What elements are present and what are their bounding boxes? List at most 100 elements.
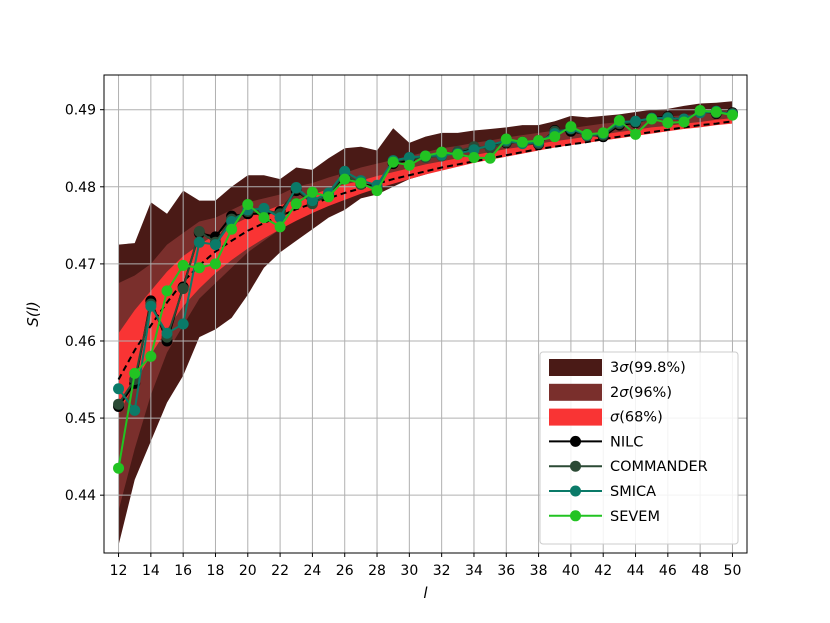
series-sevem-point <box>274 221 286 233</box>
legend: 3σ(99.8%) 2σ(96%) σ(68%) NILC COMMANDER SMICA… <box>539 351 739 545</box>
series-sevem-point <box>371 185 383 197</box>
y-tick-label: 0.44 <box>65 488 96 504</box>
series-sevem-point <box>597 127 609 139</box>
series-smica-point <box>468 144 480 156</box>
series-smica-point <box>484 139 496 151</box>
legend-label-smica: SMICA <box>610 484 656 500</box>
x-tick-label: 36 <box>497 563 515 579</box>
series-smica-point <box>129 404 141 416</box>
legend-label-sevem: SEVEM <box>610 509 660 525</box>
y-axis-ticks: 0.44 0.45 0.46 0.47 0.48 0.49 <box>65 103 104 504</box>
series-sevem-point <box>226 223 238 235</box>
series-sevem-point <box>161 285 173 297</box>
series-sevem-point <box>678 116 690 128</box>
series-smica-point <box>630 115 642 127</box>
series-sevem-point <box>387 156 399 168</box>
x-tick-label: 42 <box>594 563 612 579</box>
series-commander-point <box>177 283 189 295</box>
series-smica-point <box>258 202 270 214</box>
legend-marker-sevem <box>570 510 581 522</box>
x-tick-label: 28 <box>368 563 386 579</box>
legend-marker-commander <box>570 460 581 472</box>
series-sevem-point <box>420 150 431 162</box>
series-smica-point <box>274 212 286 224</box>
x-tick-label: 48 <box>691 563 709 579</box>
series-sevem-point <box>193 262 205 274</box>
series-commander-point <box>113 398 125 410</box>
legend-label-band-3: σ(68%) <box>610 410 663 426</box>
series-sevem-point <box>452 148 464 160</box>
series-sevem-point <box>323 191 335 203</box>
x-tick-label: 44 <box>627 563 645 579</box>
series-sevem-point <box>177 259 189 271</box>
legend-label-nilc: NILC <box>610 434 643 450</box>
legend-swatch-band-3 <box>549 408 602 426</box>
series-sevem-point <box>145 350 157 362</box>
legend-label-commander: COMMANDER <box>610 459 708 475</box>
x-tick-label: 22 <box>271 563 289 579</box>
series-sevem-point <box>613 114 625 126</box>
x-tick-label: 18 <box>207 563 225 579</box>
legend-marker-nilc <box>570 435 581 447</box>
series-sevem-point <box>710 106 722 118</box>
series-sevem-point <box>500 133 512 145</box>
series-sevem-point <box>129 367 141 379</box>
x-axis-ticks: 12 14 16 18 20 22 24 26 28 30 32 34 36 38 40 42 44 46 48 50 <box>110 553 742 579</box>
series-sevem-point <box>258 212 270 224</box>
legend-marker-smica <box>570 485 581 497</box>
series-sevem-point <box>468 151 480 163</box>
y-tick-label: 0.45 <box>65 411 96 427</box>
series-sevem-point <box>630 128 642 140</box>
y-tick-label: 0.46 <box>65 334 96 350</box>
legend-swatch-band-2 <box>549 383 602 401</box>
series-smica-point <box>209 239 221 251</box>
series-sevem-point <box>306 186 318 198</box>
y-tick-label: 0.48 <box>65 180 96 196</box>
series-sevem-point <box>581 128 593 140</box>
series-smica-point <box>306 195 318 207</box>
x-tick-label: 24 <box>303 563 321 579</box>
x-tick-label: 38 <box>530 563 548 579</box>
series-sevem-point <box>662 117 674 129</box>
legend-label-band-1: 3σ(99.8%) <box>610 360 686 376</box>
series-sevem-point <box>403 159 415 171</box>
x-tick-label: 34 <box>465 563 483 579</box>
x-tick-label: 20 <box>239 563 257 579</box>
series-sevem-point <box>290 198 302 210</box>
series-smica-point <box>403 151 415 163</box>
series-commander-point <box>193 226 205 238</box>
x-tick-label: 16 <box>174 563 192 579</box>
legend-label-band-2: 2σ(96%) <box>610 385 672 401</box>
x-tick-label: 30 <box>400 563 418 579</box>
x-tick-label: 32 <box>433 563 451 579</box>
series-sevem <box>113 104 738 474</box>
series-sevem-point <box>436 146 448 158</box>
x-axis-label: l <box>423 584 428 602</box>
series-sevem-point <box>484 152 496 164</box>
x-tick-label: 26 <box>336 563 354 579</box>
plot-frame <box>103 74 748 554</box>
series-sevem-point <box>113 462 125 474</box>
y-tick-label: 0.47 <box>65 257 96 273</box>
x-tick-label: 50 <box>724 563 742 579</box>
series-sevem-point <box>549 131 561 143</box>
series-smica-point <box>177 318 189 330</box>
series-smica-point <box>113 383 125 395</box>
series-sevem-point <box>565 121 577 133</box>
legend-swatch-band-1 <box>549 359 602 376</box>
series-smica-point <box>145 300 157 312</box>
series-smica-point <box>161 327 173 339</box>
series-sevem-point <box>339 173 351 185</box>
series-smica-point <box>339 165 351 177</box>
series-sevem-point <box>209 258 221 270</box>
x-tick-label: 14 <box>142 563 160 579</box>
series-sevem-point <box>646 113 658 125</box>
series-sevem-point <box>516 136 528 148</box>
y-tick-label: 0.49 <box>65 103 96 119</box>
series-sevem-point <box>355 177 367 189</box>
y-axis-label: S(l) <box>24 301 42 326</box>
x-tick-label: 40 <box>562 563 580 579</box>
series-sevem-point <box>726 109 738 121</box>
